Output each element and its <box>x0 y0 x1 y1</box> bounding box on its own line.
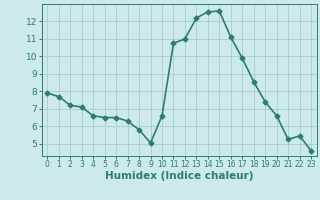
X-axis label: Humidex (Indice chaleur): Humidex (Indice chaleur) <box>105 171 253 181</box>
